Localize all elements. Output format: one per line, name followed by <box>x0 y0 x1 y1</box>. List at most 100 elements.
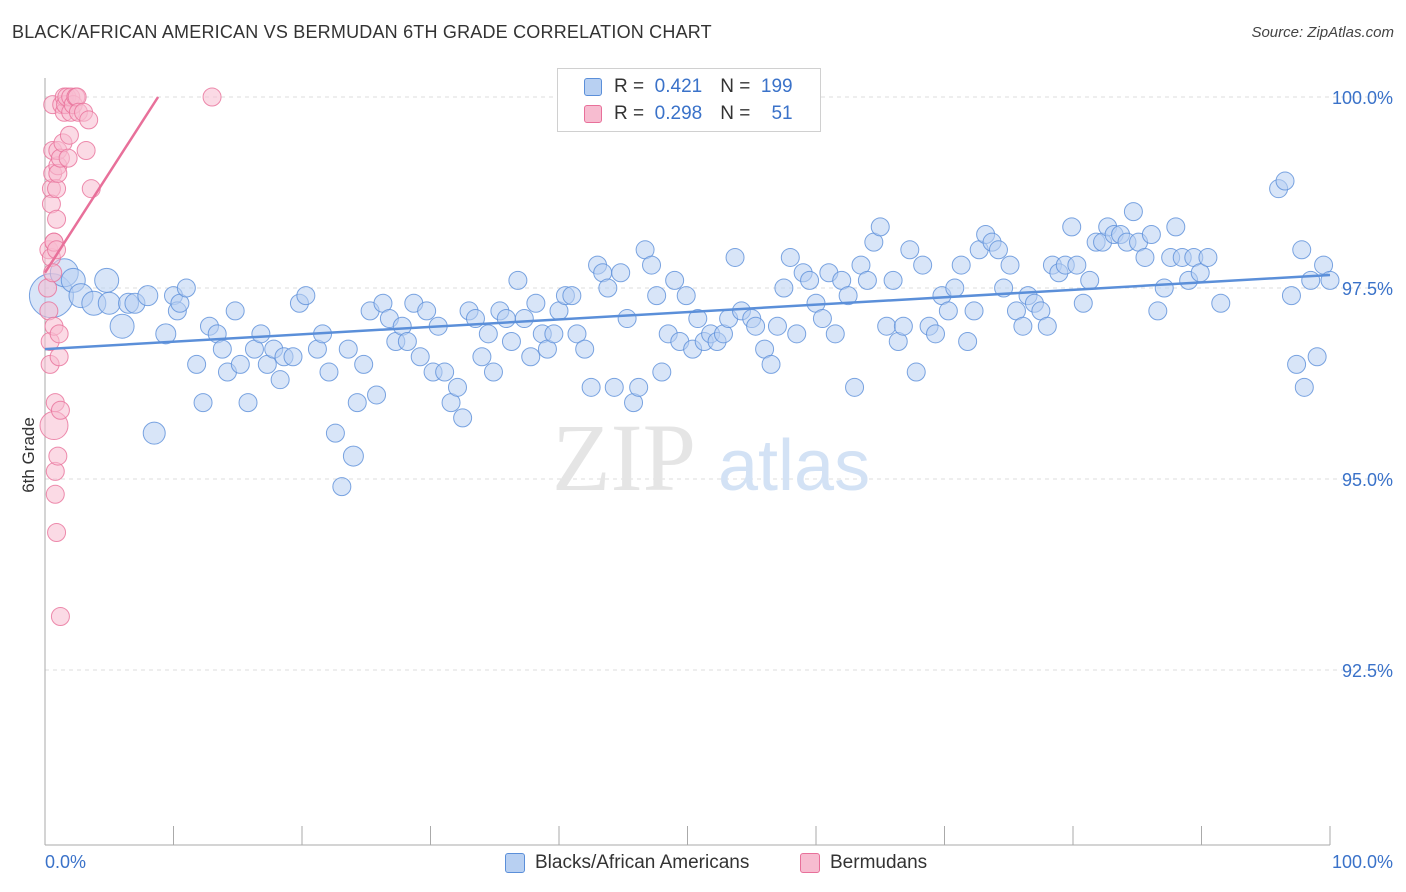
data-point <box>76 140 96 160</box>
data-point <box>988 240 1008 260</box>
data-point <box>1037 316 1057 336</box>
data-point <box>951 255 971 275</box>
y-tick-label: 97.5% <box>1342 279 1393 299</box>
data-point <box>1000 255 1020 275</box>
data-point <box>964 301 984 321</box>
data-point <box>251 324 271 344</box>
data-point <box>225 301 245 321</box>
data-point <box>332 477 352 497</box>
data-point <box>59 125 79 145</box>
trend-lines <box>43 96 1331 351</box>
legend-row-bermudans: R = 0.298 N = 51 <box>584 101 793 127</box>
data-point <box>688 309 708 329</box>
data-point <box>581 377 601 397</box>
data-point <box>746 316 766 336</box>
data-point <box>483 362 503 382</box>
data-point <box>347 393 367 413</box>
data-point <box>544 324 564 344</box>
data-point <box>1123 202 1143 222</box>
data-point <box>906 362 926 382</box>
legend-n-value: 199 <box>760 76 793 97</box>
data-point <box>1287 354 1307 374</box>
data-point <box>81 179 101 199</box>
y-tick-label: 92.5% <box>1342 661 1393 681</box>
data-point <box>787 324 807 344</box>
data-point <box>1211 293 1231 313</box>
data-point <box>652 362 672 382</box>
data-point <box>900 240 920 260</box>
data-point <box>1198 247 1218 267</box>
chart-title: BLACK/AFRICAN AMERICAN VS BERMUDAN 6TH G… <box>12 22 712 42</box>
data-point <box>79 110 99 130</box>
bottom-legend-bermudans: Bermudans <box>800 852 927 874</box>
x-tick-label: 0.0% <box>45 852 86 872</box>
data-point <box>501 331 521 351</box>
series-blacks-points <box>28 171 1340 497</box>
bottom-legend-blacks: Blacks/African Americans <box>505 852 749 874</box>
axis-labels: 100.0% 97.5% 95.0% 92.5% 0.0% 100.0% 6th Grade <box>19 88 1393 872</box>
data-point <box>642 255 662 275</box>
legend-n-value: 51 <box>771 103 793 124</box>
data-point <box>94 267 120 293</box>
data-point <box>774 278 794 298</box>
data-point <box>926 324 946 344</box>
data-point <box>838 286 858 306</box>
data-point <box>58 148 78 168</box>
data-point <box>202 87 222 107</box>
data-point <box>1281 286 1301 306</box>
data-point <box>598 278 618 298</box>
data-point <box>647 286 667 306</box>
data-point <box>47 209 67 229</box>
data-point <box>417 301 437 321</box>
data-point <box>562 286 582 306</box>
data-point <box>435 362 455 382</box>
data-point <box>945 278 965 298</box>
data-point <box>496 309 516 329</box>
data-point <box>800 270 820 290</box>
data-point <box>629 377 649 397</box>
data-point <box>472 347 492 367</box>
legend-n-label: N = <box>720 76 751 97</box>
data-point <box>958 331 978 351</box>
data-point <box>230 354 250 374</box>
data-point <box>567 324 587 344</box>
axes <box>44 78 1331 846</box>
data-point <box>883 270 903 290</box>
data-point <box>48 446 68 466</box>
data-point <box>877 316 897 336</box>
data-point <box>338 339 358 359</box>
y-tick-label: 100.0% <box>1332 88 1393 108</box>
trend-line <box>44 273 1331 351</box>
data-point <box>238 393 258 413</box>
data-point <box>1148 301 1168 321</box>
data-point <box>176 278 196 298</box>
data-point <box>812 309 832 329</box>
data-point <box>665 270 685 290</box>
series-name-blacks: Blacks/African Americans <box>535 852 750 873</box>
data-point <box>367 385 387 405</box>
data-point <box>1080 270 1100 290</box>
data-point <box>857 270 877 290</box>
data-point <box>1073 293 1093 313</box>
data-point <box>761 354 781 374</box>
data-point <box>97 291 121 315</box>
data-point <box>676 286 696 306</box>
data-point <box>1067 255 1087 275</box>
data-point <box>1141 225 1161 245</box>
data-point <box>1166 217 1186 237</box>
legend-swatch-pink <box>584 105 602 123</box>
data-point <box>1301 270 1321 290</box>
data-point <box>50 607 70 627</box>
data-point <box>283 347 303 367</box>
data-point <box>193 393 213 413</box>
data-point <box>825 324 845 344</box>
source-label: Source: ZipAtlas.com <box>1251 24 1394 41</box>
data-point <box>109 313 135 339</box>
data-point <box>725 247 745 267</box>
x-tick-label: 100.0% <box>1332 852 1393 872</box>
data-point <box>453 408 473 428</box>
data-point <box>296 286 316 306</box>
legend-r-value: 0.298 <box>654 103 703 124</box>
data-point <box>604 377 624 397</box>
data-point <box>187 354 207 374</box>
